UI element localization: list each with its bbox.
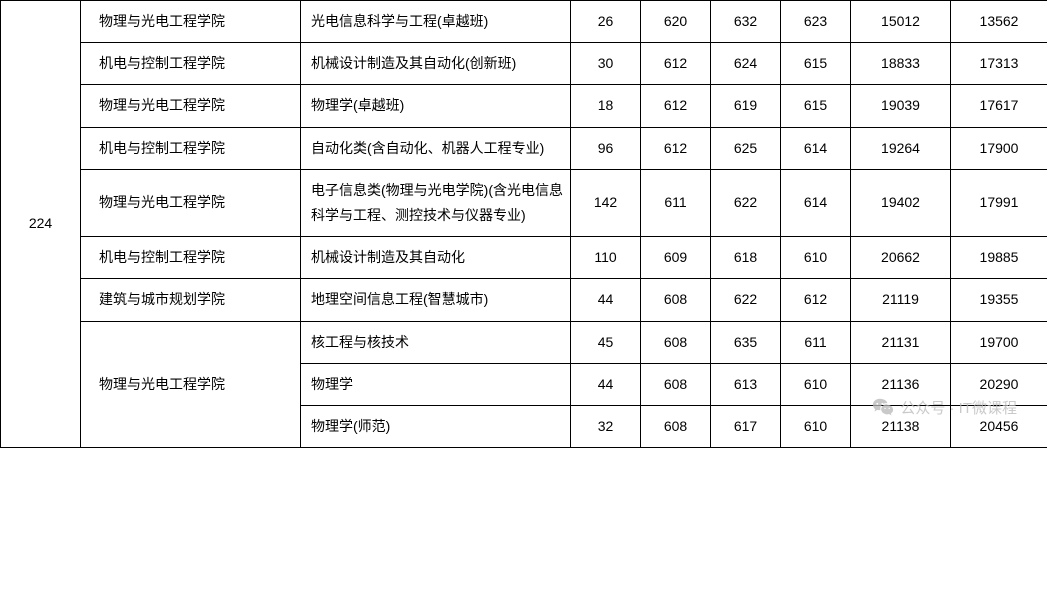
rank-cell: 21138 [851,405,951,447]
major-cell: 电子信息类(物理与光电学院)(含光电信息科学与工程、测控技术与仪器专业) [301,169,571,236]
score-cell: 618 [711,237,781,279]
rank-cell: 21131 [851,321,951,363]
num-cell: 26 [571,1,641,43]
major-cell: 物理学 [301,363,571,405]
major-cell: 物理学(师范) [301,405,571,447]
score-cell: 611 [641,169,711,236]
score-cell: 620 [641,1,711,43]
rank-cell: 19355 [951,279,1047,321]
score-cell: 635 [711,321,781,363]
num-cell: 30 [571,43,641,85]
score-cell: 615 [781,85,851,127]
rank-cell: 21119 [851,279,951,321]
table-row: 机电与控制工程学院机械设计制造及其自动化(创新班)306126246151883… [1,43,1047,85]
score-cell: 624 [711,43,781,85]
rank-cell: 17900 [951,127,1047,169]
score-cell: 612 [781,279,851,321]
num-cell: 44 [571,363,641,405]
rank-cell: 20290 [951,363,1047,405]
num-cell: 44 [571,279,641,321]
table-row: 物理与光电工程学院核工程与核技术456086356112113119700 [1,321,1047,363]
rank-cell: 19264 [851,127,951,169]
dept-cell: 物理与光电工程学院 [81,85,301,127]
dept-cell: 建筑与城市规划学院 [81,279,301,321]
dept-cell: 物理与光电工程学院 [81,169,301,236]
num-cell: 110 [571,237,641,279]
score-cell: 623 [781,1,851,43]
rank-cell: 19885 [951,237,1047,279]
table-container: 224物理与光电工程学院光电信息科学与工程(卓越班)26620632623150… [0,0,1047,448]
num-cell: 96 [571,127,641,169]
table-row: 物理与光电工程学院电子信息类(物理与光电学院)(含光电信息科学与工程、测控技术与… [1,169,1047,236]
score-cell: 610 [781,405,851,447]
rank-cell: 20456 [951,405,1047,447]
score-cell: 612 [641,43,711,85]
dept-cell: 机电与控制工程学院 [81,127,301,169]
score-cell: 625 [711,127,781,169]
score-cell: 615 [781,43,851,85]
major-cell: 核工程与核技术 [301,321,571,363]
major-cell: 机械设计制造及其自动化 [301,237,571,279]
score-cell: 609 [641,237,711,279]
table-body: 224物理与光电工程学院光电信息科学与工程(卓越班)26620632623150… [1,1,1047,448]
score-cell: 619 [711,85,781,127]
num-cell: 45 [571,321,641,363]
rank-cell: 18833 [851,43,951,85]
score-cell: 608 [641,363,711,405]
merged-code-cell: 224 [1,1,81,448]
score-cell: 632 [711,1,781,43]
table-row: 物理与光电工程学院物理学(卓越班)186126196151903917617 [1,85,1047,127]
num-cell: 32 [571,405,641,447]
rank-cell: 13562 [951,1,1047,43]
table-row: 机电与控制工程学院自动化类(含自动化、机器人工程专业)9661262561419… [1,127,1047,169]
dept-cell: 机电与控制工程学院 [81,43,301,85]
rank-cell: 17313 [951,43,1047,85]
rank-cell: 19700 [951,321,1047,363]
rank-cell: 15012 [851,1,951,43]
dept-cell: 机电与控制工程学院 [81,237,301,279]
major-cell: 自动化类(含自动化、机器人工程专业) [301,127,571,169]
score-cell: 608 [641,321,711,363]
score-cell: 610 [781,363,851,405]
rank-cell: 20662 [851,237,951,279]
score-cell: 617 [711,405,781,447]
major-cell: 物理学(卓越班) [301,85,571,127]
score-cell: 608 [641,405,711,447]
rank-cell: 17991 [951,169,1047,236]
table-row: 建筑与城市规划学院地理空间信息工程(智慧城市)44608622612211191… [1,279,1047,321]
major-cell: 机械设计制造及其自动化(创新班) [301,43,571,85]
score-cell: 610 [781,237,851,279]
rank-cell: 19039 [851,85,951,127]
num-cell: 18 [571,85,641,127]
dept-cell: 物理与光电工程学院 [81,321,301,448]
score-cell: 612 [641,85,711,127]
table-row: 机电与控制工程学院机械设计制造及其自动化11060961861020662198… [1,237,1047,279]
major-cell: 地理空间信息工程(智慧城市) [301,279,571,321]
score-cell: 622 [711,169,781,236]
major-cell: 光电信息科学与工程(卓越班) [301,1,571,43]
score-cell: 611 [781,321,851,363]
rank-cell: 19402 [851,169,951,236]
rank-cell: 17617 [951,85,1047,127]
score-cell: 613 [711,363,781,405]
table-row: 224物理与光电工程学院光电信息科学与工程(卓越班)26620632623150… [1,1,1047,43]
dept-cell: 物理与光电工程学院 [81,1,301,43]
score-cell: 622 [711,279,781,321]
score-cell: 612 [641,127,711,169]
rank-cell: 21136 [851,363,951,405]
score-cell: 614 [781,169,851,236]
score-cell: 614 [781,127,851,169]
num-cell: 142 [571,169,641,236]
score-cell: 608 [641,279,711,321]
data-table: 224物理与光电工程学院光电信息科学与工程(卓越班)26620632623150… [0,0,1047,448]
